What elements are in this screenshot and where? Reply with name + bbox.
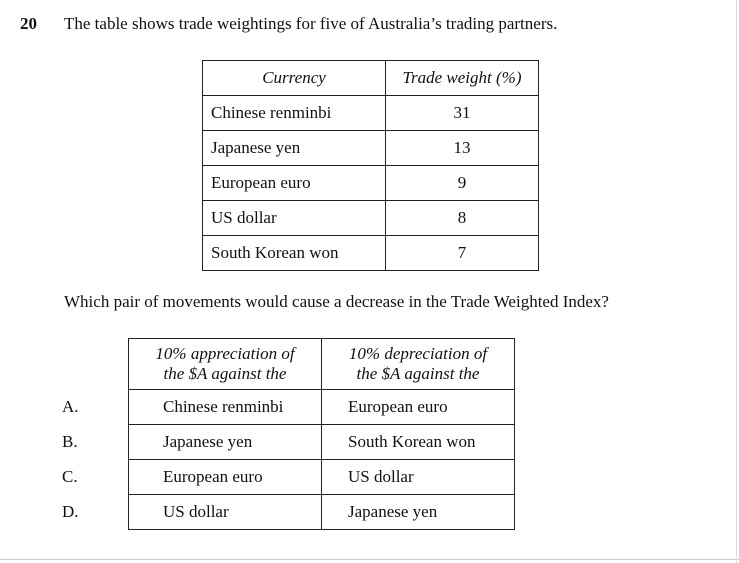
options-table: 10% appreciation of the $A against the 1… (40, 338, 515, 530)
appreciation-cell: Chinese renminbi (128, 389, 322, 425)
depreciation-cell: South Korean won (321, 424, 515, 460)
weight-cell: 13 (385, 130, 539, 166)
currency-cell: US dollar (202, 200, 386, 236)
currency-cell: European euro (202, 165, 386, 201)
weight-cell: 8 (385, 200, 539, 236)
table-row: US dollar 8 (202, 200, 539, 236)
table-row: European euro 9 (202, 165, 539, 201)
weight-cell: 9 (385, 165, 539, 201)
currency-cell: South Korean won (202, 235, 386, 271)
header-appreciation: 10% appreciation of the $A against the (128, 338, 322, 390)
trade-weights-table: Currency Trade weight (%) Chinese renmin… (202, 60, 539, 271)
weight-cell: 7 (385, 235, 539, 271)
option-label[interactable]: D. (62, 502, 79, 521)
options-header-row: 10% appreciation of the $A against the 1… (40, 338, 515, 390)
option-row-c[interactable]: C. European euro US dollar (40, 459, 515, 495)
table-row: Chinese renminbi 31 (202, 95, 539, 131)
header-appreciation-line1: 10% appreciation of (155, 344, 295, 363)
currency-cell: Chinese renminbi (202, 95, 386, 131)
appreciation-cell: European euro (128, 459, 322, 495)
header-currency: Currency (202, 60, 386, 96)
depreciation-cell: Japanese yen (321, 494, 515, 530)
option-label[interactable]: C. (62, 467, 78, 486)
header-depreciation: 10% depreciation of the $A against the (321, 338, 515, 390)
question-prompt: Which pair of movements would cause a de… (64, 292, 609, 311)
header-depreciation-line2: the $A against the (356, 364, 480, 383)
option-row-a[interactable]: A. Chinese renminbi European euro (40, 389, 515, 425)
table-row: South Korean won 7 (202, 235, 539, 271)
option-row-b[interactable]: B. Japanese yen South Korean won (40, 424, 515, 460)
appreciation-cell: Japanese yen (128, 424, 322, 460)
currency-cell: Japanese yen (202, 130, 386, 166)
weight-cell: 31 (385, 95, 539, 131)
appreciation-cell: US dollar (128, 494, 322, 530)
header-appreciation-line2: the $A against the (163, 364, 287, 383)
depreciation-cell: US dollar (321, 459, 515, 495)
table-row: Japanese yen 13 (202, 130, 539, 166)
question-number: 20 (20, 14, 37, 33)
header-trade-weight: Trade weight (%) (385, 60, 539, 96)
table-header-row: Currency Trade weight (%) (202, 60, 539, 96)
page-divider (0, 559, 739, 560)
option-label[interactable]: A. (62, 397, 79, 416)
option-label[interactable]: B. (62, 432, 78, 451)
page-edge (736, 0, 737, 563)
question-stem: The table shows trade weightings for fiv… (64, 14, 558, 33)
option-row-d[interactable]: D. US dollar Japanese yen (40, 494, 515, 530)
header-depreciation-line1: 10% depreciation of (348, 344, 488, 363)
depreciation-cell: European euro (321, 389, 515, 425)
